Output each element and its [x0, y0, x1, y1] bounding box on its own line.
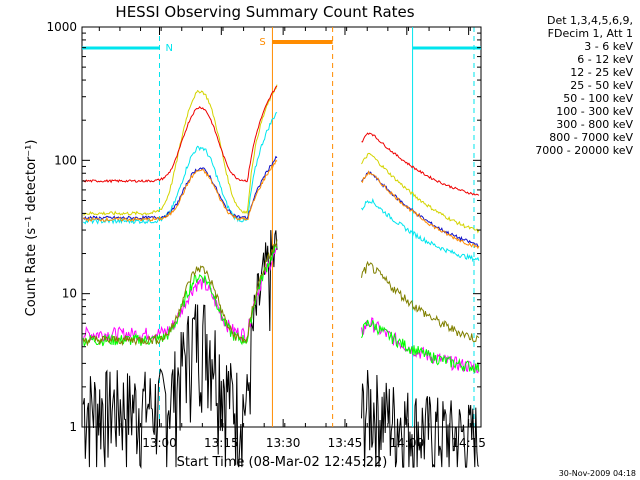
legend-entry: 800 - 7000 keV — [549, 131, 633, 144]
y-axis-ticks: 1 10 100 1000 — [46, 20, 481, 434]
x-axis-label: Start Time (08-Mar-02 12:45:22) — [177, 455, 388, 470]
y-tick-label: 1000 — [46, 20, 77, 34]
series-line — [83, 111, 480, 263]
series-line — [82, 243, 480, 374]
y-tick-label: 1 — [69, 420, 77, 434]
series-line — [82, 159, 480, 250]
series-line — [82, 85, 480, 196]
y-axis-label: Count Rate (s⁻¹ detector⁻¹) — [24, 140, 39, 317]
legend-entry: 50 - 100 keV — [563, 92, 633, 105]
legend-entry: 3 - 6 keV — [584, 40, 633, 53]
x-axis-ticks: 13:00 13:15 13:30 13:45 14:00 14:15 — [98, 27, 486, 450]
x-tick-label: 14:00 — [390, 436, 425, 450]
y-tick-label: 100 — [54, 153, 77, 167]
saa-flag-label: S — [259, 37, 265, 48]
x-tick-label: 13:45 — [328, 436, 363, 450]
plot-frame — [81, 26, 482, 428]
legend-entry: 7000 - 20000 keV — [535, 144, 633, 157]
x-tick-label: 13:15 — [204, 436, 239, 450]
x-tick-label: 13:00 — [142, 436, 177, 450]
legend-entry: 25 - 50 keV — [570, 79, 633, 92]
legend-entry: 12 - 25 keV — [570, 66, 633, 79]
series-line — [83, 84, 480, 234]
legend-entry: 100 - 300 keV — [556, 105, 633, 118]
series-line — [82, 230, 480, 469]
series-line — [82, 239, 480, 347]
generated-timestamp: 30-Nov-2009 04:18 — [559, 469, 636, 478]
x-tick-label: 14:15 — [451, 436, 486, 450]
legend-entry: 6 - 12 keV — [577, 53, 633, 66]
y-tick-label: 10 — [62, 287, 77, 301]
chart-title: HESSI Observing Summary Count Rates — [115, 3, 414, 21]
legend-header-line-1: Det 1,3,4,5,6,9, — [547, 14, 633, 27]
legend-header-line-2: FDecim 1, Att 1 — [548, 27, 633, 40]
legend-entry: 300 - 800 keV — [556, 118, 633, 131]
x-tick-label: 13:30 — [266, 436, 301, 450]
series-group — [82, 84, 480, 469]
night-flag-label: N — [165, 43, 172, 54]
series-line — [82, 155, 479, 247]
legend: Det 1,3,4,5,6,9, FDecim 1, Att 1 3 - 6 k… — [535, 14, 633, 157]
flag-group: NS — [82, 27, 481, 427]
